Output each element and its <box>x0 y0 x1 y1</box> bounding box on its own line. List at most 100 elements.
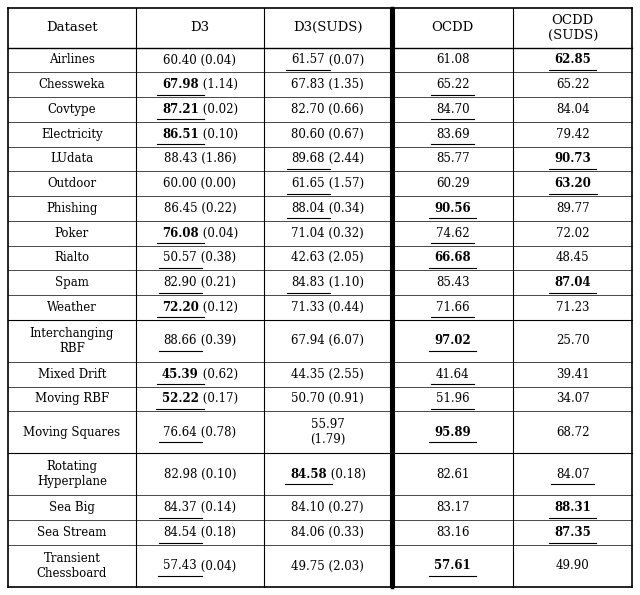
Text: 60.29: 60.29 <box>436 177 469 190</box>
Text: (0.62): (0.62) <box>198 368 238 381</box>
Text: 72.20: 72.20 <box>162 301 199 314</box>
Text: 61.57: 61.57 <box>291 54 325 67</box>
Text: 61.08: 61.08 <box>436 54 469 67</box>
Text: 65.22: 65.22 <box>556 78 589 91</box>
Text: 72.02: 72.02 <box>556 227 589 240</box>
Text: 57.43: 57.43 <box>163 559 197 572</box>
Text: 71.33 (0.44): 71.33 (0.44) <box>291 301 364 314</box>
Text: (0.21): (0.21) <box>197 276 236 289</box>
Text: (1.14): (1.14) <box>198 78 237 91</box>
Text: 84.58: 84.58 <box>290 468 326 481</box>
Text: 87.04: 87.04 <box>554 276 591 289</box>
Text: 41.64: 41.64 <box>436 368 469 381</box>
Text: 84.70: 84.70 <box>436 103 469 116</box>
Text: 84.07: 84.07 <box>556 468 589 481</box>
Text: (0.12): (0.12) <box>199 301 238 314</box>
Text: 50.57: 50.57 <box>163 252 197 264</box>
Text: Transient
Chessboard: Transient Chessboard <box>36 552 107 580</box>
Text: 66.68: 66.68 <box>435 252 471 264</box>
Text: 84.54: 84.54 <box>164 526 197 539</box>
Text: 79.42: 79.42 <box>556 128 589 140</box>
Text: 82.90: 82.90 <box>164 276 197 289</box>
Text: 87.21: 87.21 <box>162 103 198 116</box>
Text: 84.37: 84.37 <box>163 502 197 514</box>
Text: Sea Stream: Sea Stream <box>37 526 107 539</box>
Text: 88.31: 88.31 <box>554 502 591 514</box>
Text: 82.61: 82.61 <box>436 468 469 481</box>
Text: (0.14): (0.14) <box>197 502 236 514</box>
Text: 84.83: 84.83 <box>292 276 325 289</box>
Text: 57.61: 57.61 <box>435 559 471 572</box>
Text: 80.60 (0.67): 80.60 (0.67) <box>291 128 364 140</box>
Text: LUdata: LUdata <box>51 152 93 165</box>
Text: 63.20: 63.20 <box>554 177 591 190</box>
Text: (0.34): (0.34) <box>325 202 364 215</box>
Text: Weather: Weather <box>47 301 97 314</box>
Text: (1.10): (1.10) <box>325 276 364 289</box>
Text: 52.22: 52.22 <box>162 393 199 405</box>
Text: 76.64: 76.64 <box>163 426 197 439</box>
Text: 90.56: 90.56 <box>435 202 471 215</box>
Text: 50.70 (0.91): 50.70 (0.91) <box>291 393 364 405</box>
Text: 83.69: 83.69 <box>436 128 469 140</box>
Text: (0.18): (0.18) <box>326 468 365 481</box>
Text: (0.78): (0.78) <box>197 426 236 439</box>
Text: 90.73: 90.73 <box>554 152 591 165</box>
Text: Mixed Drift: Mixed Drift <box>38 368 106 381</box>
Text: Rotating
Hyperplane: Rotating Hyperplane <box>37 461 107 488</box>
Text: Covtype: Covtype <box>47 103 96 116</box>
Text: 83.16: 83.16 <box>436 526 469 539</box>
Text: Moving RBF: Moving RBF <box>35 393 109 405</box>
Text: 82.98 (0.10): 82.98 (0.10) <box>164 468 236 481</box>
Text: 68.72: 68.72 <box>556 426 589 439</box>
Text: 85.77: 85.77 <box>436 152 469 165</box>
Text: (0.07): (0.07) <box>325 54 364 67</box>
Text: (0.38): (0.38) <box>197 252 236 264</box>
Text: (1.57): (1.57) <box>325 177 364 190</box>
Text: Electricity: Electricity <box>41 128 103 140</box>
Text: 71.66: 71.66 <box>436 301 469 314</box>
Text: 39.41: 39.41 <box>556 368 589 381</box>
Text: (0.39): (0.39) <box>197 334 236 347</box>
Text: Sea Big: Sea Big <box>49 502 95 514</box>
Text: OCDD
(SUDS): OCDD (SUDS) <box>548 14 598 42</box>
Text: Poker: Poker <box>55 227 89 240</box>
Text: 42.63 (2.05): 42.63 (2.05) <box>291 252 364 264</box>
Text: 44.35 (2.55): 44.35 (2.55) <box>291 368 364 381</box>
Text: (0.18): (0.18) <box>197 526 236 539</box>
Text: 67.98: 67.98 <box>162 78 198 91</box>
Text: 84.10 (0.27): 84.10 (0.27) <box>291 502 364 514</box>
Text: 86.51: 86.51 <box>162 128 198 140</box>
Text: (0.17): (0.17) <box>199 393 238 405</box>
Text: Rialto: Rialto <box>54 252 90 264</box>
Text: 89.77: 89.77 <box>556 202 589 215</box>
Text: 95.89: 95.89 <box>435 426 471 439</box>
Text: 88.43 (1.86): 88.43 (1.86) <box>164 152 236 165</box>
Text: 88.04: 88.04 <box>291 202 325 215</box>
Text: 84.06 (0.33): 84.06 (0.33) <box>291 526 364 539</box>
Text: OCDD: OCDD <box>431 21 474 35</box>
Text: 87.35: 87.35 <box>554 526 591 539</box>
Text: 67.94 (6.07): 67.94 (6.07) <box>291 334 364 347</box>
Text: 60.40 (0.04): 60.40 (0.04) <box>163 54 236 67</box>
Text: 71.04 (0.32): 71.04 (0.32) <box>291 227 364 240</box>
Text: 89.68: 89.68 <box>291 152 325 165</box>
Text: (2.44): (2.44) <box>325 152 364 165</box>
Text: 76.08: 76.08 <box>162 227 198 240</box>
Text: 48.45: 48.45 <box>556 252 589 264</box>
Text: 74.62: 74.62 <box>436 227 469 240</box>
Text: 60.00 (0.00): 60.00 (0.00) <box>163 177 236 190</box>
Text: (0.04): (0.04) <box>197 559 236 572</box>
Text: 49.90: 49.90 <box>556 559 589 572</box>
Text: 51.96: 51.96 <box>436 393 469 405</box>
Text: 61.65: 61.65 <box>291 177 325 190</box>
Text: Outdoor: Outdoor <box>47 177 97 190</box>
Text: Airlines: Airlines <box>49 54 95 67</box>
Text: Moving Squares: Moving Squares <box>24 426 120 439</box>
Text: (0.04): (0.04) <box>198 227 238 240</box>
Text: 62.85: 62.85 <box>554 54 591 67</box>
Text: 83.17: 83.17 <box>436 502 469 514</box>
Text: 67.83 (1.35): 67.83 (1.35) <box>291 78 364 91</box>
Text: 49.75 (2.03): 49.75 (2.03) <box>291 559 364 572</box>
Text: 88.66: 88.66 <box>163 334 197 347</box>
